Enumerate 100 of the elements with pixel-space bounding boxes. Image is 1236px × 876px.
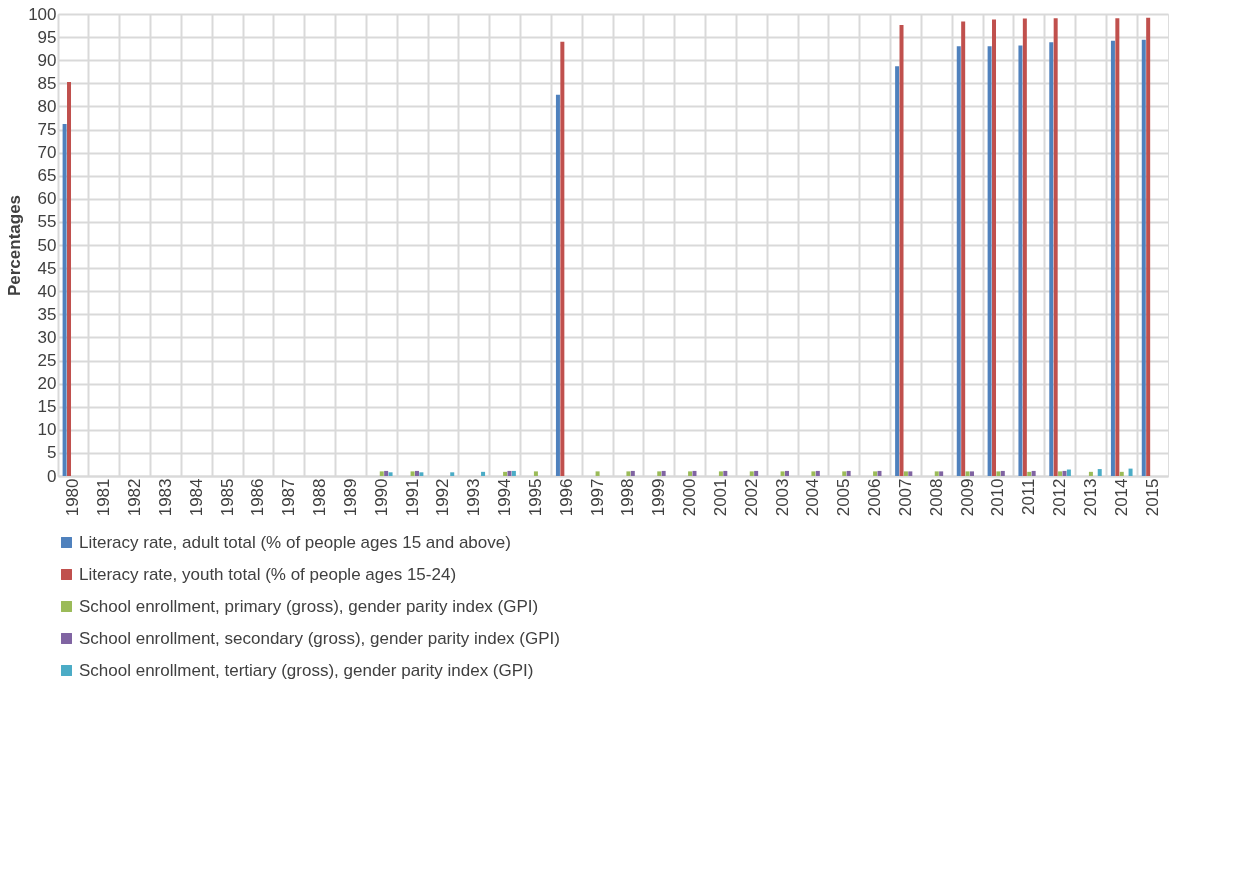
x-tick-label: 2013	[1080, 478, 1100, 517]
x-tick-label: 1993	[464, 478, 484, 517]
bar	[533, 471, 538, 476]
bar	[961, 21, 966, 476]
y-tick-label: 95	[37, 27, 57, 47]
bar	[67, 81, 72, 476]
x-tick-label: 2007	[895, 478, 915, 517]
bar	[661, 470, 666, 476]
bar	[657, 471, 662, 476]
bar	[1146, 17, 1151, 476]
bar	[560, 41, 565, 476]
bar	[595, 471, 600, 476]
x-tick-label: 1985	[217, 478, 237, 517]
bar	[987, 46, 992, 476]
legend-label: School enrollment, primary (gross), gender parity index (GPI)	[79, 596, 539, 616]
bar	[507, 470, 512, 476]
x-tick-label: 2009	[957, 478, 977, 517]
bar	[1119, 471, 1124, 476]
bar	[873, 471, 878, 476]
bar	[1088, 471, 1093, 476]
y-tick-label: 5	[47, 443, 57, 463]
bar	[939, 471, 944, 476]
legend-label: Literacy rate, adult total (% of people ages 15 and above)	[79, 532, 511, 552]
bar	[899, 25, 904, 476]
bar	[934, 471, 939, 476]
x-tick-label: 2015	[1142, 478, 1162, 517]
bar	[1053, 18, 1058, 476]
bar	[877, 470, 882, 476]
y-tick-label: 75	[37, 120, 57, 139]
bar	[780, 471, 785, 476]
x-tick-label: 1980	[63, 478, 83, 517]
y-tick-label: 55	[37, 212, 57, 232]
bar	[1115, 18, 1120, 476]
x-tick-label: 1994	[495, 478, 515, 517]
bar	[1097, 469, 1102, 476]
bar	[1049, 42, 1054, 476]
y-tick-label: 30	[37, 327, 57, 347]
bar	[815, 470, 820, 476]
x-tick-label: 1983	[155, 478, 175, 517]
x-tick-label: 2002	[741, 478, 761, 517]
x-tick-label: 1982	[125, 478, 145, 517]
x-tick-label: 2010	[988, 478, 1008, 517]
bar	[754, 470, 759, 476]
bar	[996, 471, 1001, 476]
bar	[419, 472, 424, 476]
bar	[1062, 470, 1067, 476]
bar	[1022, 18, 1027, 476]
bar	[450, 472, 455, 476]
bar	[630, 470, 635, 476]
x-tick-label: 1997	[587, 478, 607, 517]
x-tick-label: 2006	[865, 478, 885, 517]
x-tick-label: 1995	[525, 478, 545, 517]
bar	[969, 471, 974, 476]
bar	[511, 470, 516, 476]
x-tick-label: 1989	[340, 478, 360, 517]
bar	[1018, 45, 1023, 476]
bar	[895, 66, 900, 476]
y-tick-label: 15	[37, 397, 57, 417]
y-tick-label: 45	[37, 258, 57, 278]
x-tick-label: 1988	[310, 478, 330, 517]
y-tick-label: 60	[37, 189, 57, 209]
x-tick-label: 1999	[649, 478, 669, 517]
x-tick-label: 2003	[772, 478, 792, 517]
legend-label: School enrollment, tertiary (gross), gender parity index (GPI)	[79, 660, 534, 680]
bar	[1066, 469, 1071, 476]
bar	[1058, 471, 1063, 476]
bar	[908, 471, 913, 476]
bar	[1031, 470, 1036, 476]
bar	[718, 471, 723, 476]
x-tick-label: 1981	[94, 478, 114, 517]
x-tick-label: 2014	[1111, 478, 1131, 517]
x-tick-label: 2008	[926, 478, 946, 517]
x-tick-label: 2004	[803, 478, 823, 517]
bar	[1000, 470, 1005, 476]
bar	[1141, 39, 1146, 476]
bar	[903, 471, 908, 476]
bar	[692, 470, 697, 476]
bar	[626, 471, 631, 476]
x-tick-label: 1991	[402, 478, 422, 517]
x-tick-label: 1998	[618, 478, 638, 517]
x-tick-label: 1992	[433, 478, 453, 517]
bar	[784, 470, 789, 476]
bar	[414, 470, 419, 476]
y-tick-label: 40	[37, 281, 57, 301]
bar	[503, 471, 508, 476]
y-tick-label: 100	[28, 4, 57, 24]
bar	[688, 471, 693, 476]
bar	[749, 471, 754, 476]
y-tick-label: 50	[37, 235, 57, 255]
y-tick-label: 70	[37, 143, 57, 163]
y-tick-label: 0	[47, 466, 57, 486]
bar	[481, 471, 486, 476]
y-tick-label: 35	[37, 304, 57, 324]
bar	[410, 471, 415, 476]
bar	[1128, 468, 1133, 476]
legend-label: Literacy rate, youth total (% of people ages 15-24)	[79, 564, 457, 584]
y-tick-label: 85	[37, 73, 57, 93]
legend-label: School enrollment, secondary (gross), gender parity index (GPI)	[79, 628, 560, 648]
bar	[992, 19, 997, 476]
bar	[555, 94, 560, 476]
